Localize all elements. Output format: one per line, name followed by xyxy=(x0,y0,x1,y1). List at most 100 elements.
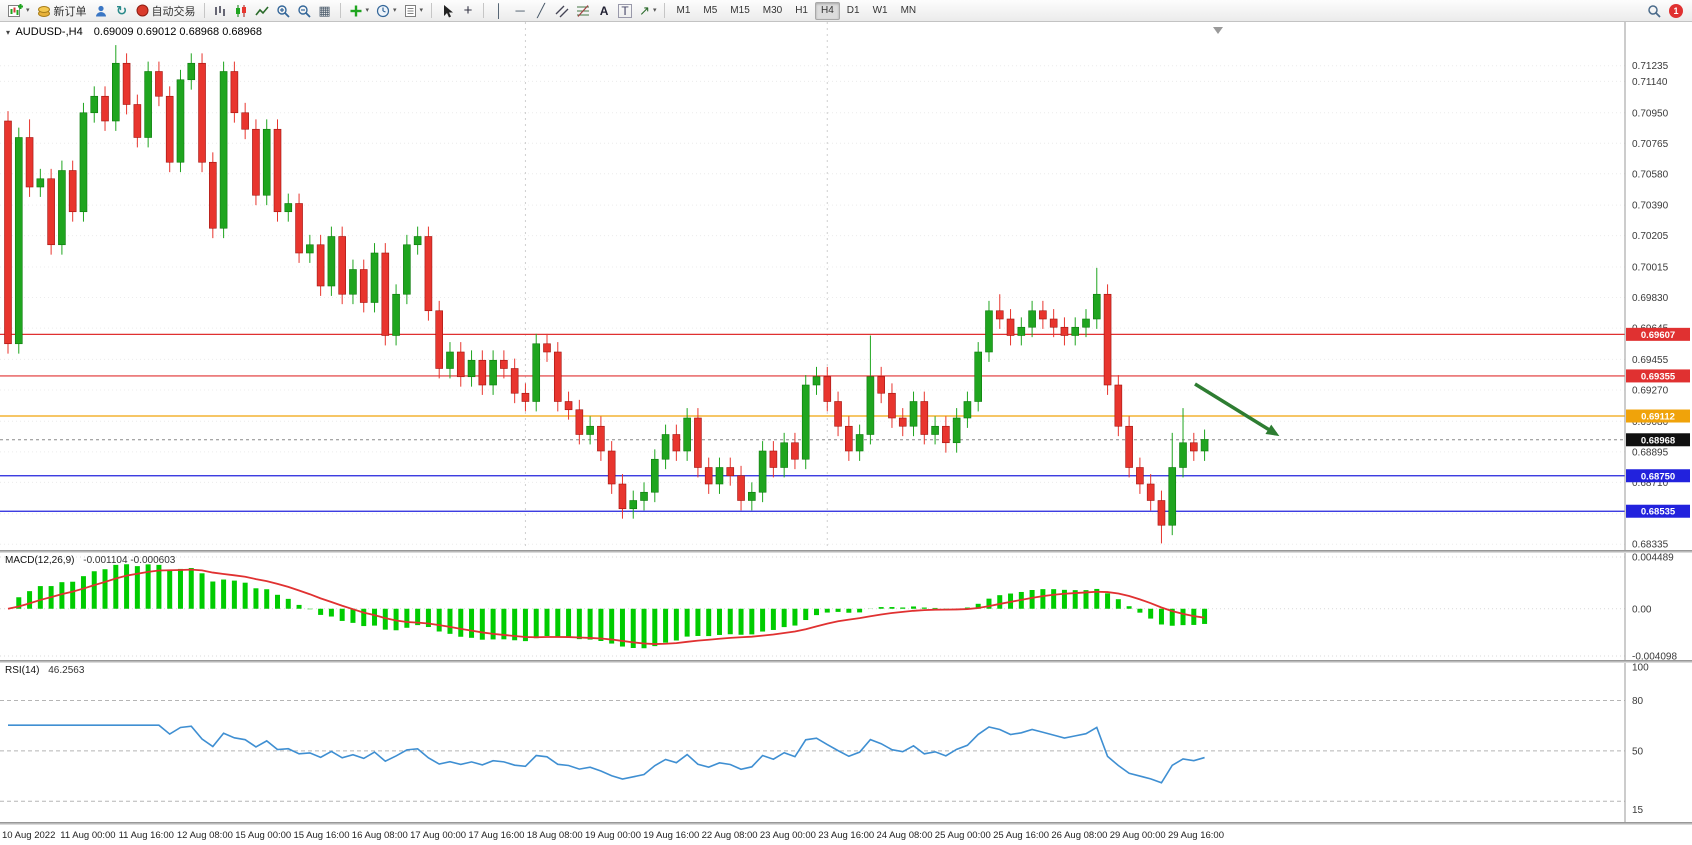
candle-body xyxy=(327,236,336,287)
horizontal-line-tool-button[interactable]: ─ xyxy=(510,1,530,21)
time-axis-label: 29 Aug 16:00 xyxy=(1168,830,1224,841)
zoom-in-button[interactable] xyxy=(273,1,293,21)
indicators-button[interactable]: ▾ xyxy=(346,1,373,21)
chevron-down-icon: ▾ xyxy=(419,7,424,14)
candle-body xyxy=(1125,425,1133,468)
candle-body xyxy=(715,467,724,485)
new-order-button[interactable]: 新订单 xyxy=(34,1,90,21)
panel-resize-divider[interactable] xyxy=(0,550,1692,553)
candle-body xyxy=(101,95,109,122)
price-axis-label: 0.70205 xyxy=(1632,231,1669,242)
candle-body xyxy=(403,244,411,295)
candle-body xyxy=(834,401,842,427)
candle-body xyxy=(985,310,993,353)
rsi-axis-label: 15 xyxy=(1632,805,1644,816)
chart-shift-marker[interactable] xyxy=(1213,27,1223,34)
timeframe-h1[interactable]: H1 xyxy=(795,5,808,16)
candle-body xyxy=(90,95,99,114)
chevron-down-icon: ▾ xyxy=(652,7,657,14)
price-tag-label: 0.68535 xyxy=(1641,507,1676,518)
timeframe-h4[interactable]: H4 xyxy=(815,1,840,20)
time-axis-label: 11 Aug 16:00 xyxy=(118,830,174,841)
time-axis-label: 16 Aug 08:00 xyxy=(351,830,408,841)
price-axis-label: 0.69455 xyxy=(1632,355,1669,366)
autotrading-label: 自动交易 xyxy=(151,5,196,18)
timeframe-mn[interactable]: MN xyxy=(900,5,917,16)
add-indicator-icon xyxy=(350,5,362,16)
tile-windows-button[interactable]: ▦ xyxy=(315,1,335,21)
bar-chart-button[interactable] xyxy=(210,1,230,21)
macd-canvas[interactable]: 0.004489 0.00 -0.004098 xyxy=(0,553,1692,660)
vertical-line-tool-button[interactable]: │ xyxy=(489,1,509,21)
zoom-out-button[interactable] xyxy=(294,1,314,21)
periods-button[interactable]: ▾ xyxy=(373,1,400,21)
rsi-panel[interactable]: 100 80 50 15 RSI(14) 46.2563 xyxy=(0,663,1692,822)
time-axis-label: 15 Aug 16:00 xyxy=(293,830,350,841)
time-axis[interactable]: 10 Aug 2022 11 Aug 00:00 11 Aug 16:00 12 Au… xyxy=(0,825,1692,845)
price-tag[interactable] xyxy=(1626,327,1690,341)
time-axis-label: 11 Aug 00:00 xyxy=(60,830,116,841)
time-axis-label: 18 Aug 08:00 xyxy=(526,830,583,841)
macd-panel[interactable]: 0.004489 0.00 -0.004098 MACD(12,26,9) -0.0… xyxy=(0,553,1692,660)
templates-button[interactable]: ▾ xyxy=(401,1,427,21)
community-button[interactable] xyxy=(91,1,111,21)
timeframe-w1[interactable]: W1 xyxy=(872,5,888,16)
candle-body xyxy=(618,483,627,510)
candle-body xyxy=(252,128,260,196)
line-chart-button[interactable] xyxy=(252,1,272,21)
price-axis-label: 0.68710 xyxy=(1632,478,1669,489)
panel-resize-divider[interactable] xyxy=(0,660,1692,663)
new-chart-button[interactable]: ▾ xyxy=(5,1,33,21)
chart-menu-icon[interactable]: ▾ xyxy=(6,28,11,37)
time-axis-label: 17 Aug 16:00 xyxy=(468,830,525,841)
person-icon xyxy=(95,5,106,16)
fibonacci-tool-button[interactable] xyxy=(573,1,593,21)
timeframe-m30[interactable]: M30 xyxy=(762,5,783,16)
notification-badge[interactable]: 1 xyxy=(1669,3,1683,18)
price-chart-panel[interactable]: 0.71235 0.71140 0.70950 0.70765 0.70580 0.703… xyxy=(0,22,1692,550)
candle-body xyxy=(640,491,648,501)
tile-windows-icon: ▦ xyxy=(318,3,331,18)
autotrading-button[interactable]: 自动交易 xyxy=(133,1,199,21)
candle-body xyxy=(176,79,185,163)
arrows-tool-button[interactable]: ↗ ▾ xyxy=(636,1,659,21)
cursor-button[interactable] xyxy=(437,1,457,21)
text-tool-button[interactable]: A xyxy=(594,1,614,21)
time-axis-label: 12 Aug 08:00 xyxy=(176,830,233,841)
price-chart-canvas[interactable]: 0.71235 0.71140 0.70950 0.70765 0.70580 0.703… xyxy=(0,22,1692,550)
timeframe-m15[interactable]: M15 xyxy=(730,5,750,16)
search-button[interactable] xyxy=(1644,1,1664,21)
candle-body xyxy=(1114,384,1123,427)
price-tag-label: 0.69607 xyxy=(1641,330,1675,341)
refresh-button[interactable]: ↻ xyxy=(112,1,132,21)
candle-body xyxy=(58,170,66,246)
panel-resize-divider[interactable] xyxy=(0,822,1692,825)
price-tag[interactable] xyxy=(1626,433,1690,447)
price-tag[interactable] xyxy=(1626,504,1690,518)
candlestick-chart-button[interactable] xyxy=(231,1,251,21)
candle-body xyxy=(424,236,433,312)
time-axis-label: 15 Aug 00:00 xyxy=(235,830,292,841)
price-tag[interactable] xyxy=(1626,409,1690,423)
label-tool-button[interactable]: T xyxy=(615,1,635,21)
timeframe-m5[interactable]: M5 xyxy=(703,5,718,16)
rsi-name: RSI(14) xyxy=(5,665,40,676)
timeframe-m1[interactable]: M1 xyxy=(676,5,691,16)
candle-body xyxy=(1179,442,1187,468)
price-tag-label: 0.68968 xyxy=(1641,435,1675,446)
trendline-tool-button[interactable]: ╱ xyxy=(531,1,551,21)
trendline-icon: ╱ xyxy=(537,3,545,18)
rsi-indicator-label: RSI(14) 46.2563 xyxy=(5,665,84,676)
crosshair-button[interactable]: + xyxy=(458,1,478,21)
candle-body xyxy=(942,425,950,444)
timeframe-d1[interactable]: D1 xyxy=(846,5,860,16)
trend-arrow[interactable] xyxy=(1194,382,1277,436)
price-tag[interactable] xyxy=(1626,369,1690,383)
channel-tool-button[interactable] xyxy=(552,1,572,21)
candle-body xyxy=(1136,467,1144,485)
rsi-canvas[interactable]: 100 80 50 15 xyxy=(0,663,1692,822)
candle-body xyxy=(1157,500,1166,526)
candle-body xyxy=(607,450,616,485)
price-tag[interactable] xyxy=(1626,469,1690,483)
candle-body xyxy=(1092,293,1101,320)
